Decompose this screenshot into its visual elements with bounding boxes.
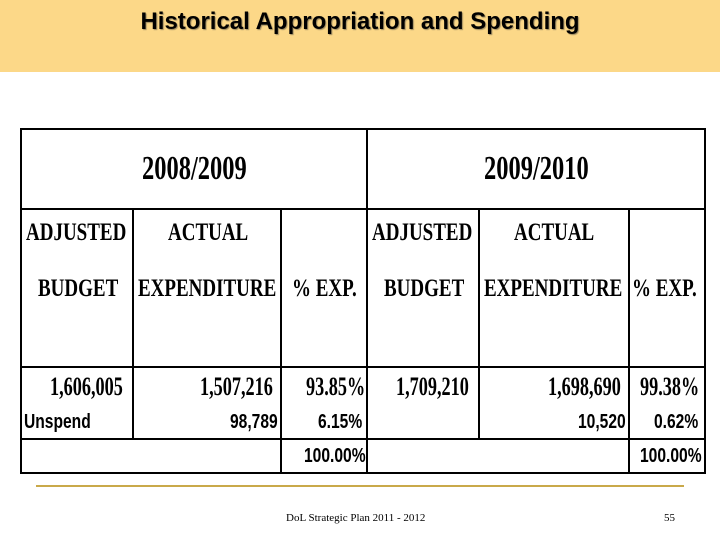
divider-year-split [366,130,368,472]
header-expenditure-2009: EXPENDITURE [484,275,623,302]
header-actual-2009: ACTUAL [514,219,595,246]
divider-under-headers [22,366,704,368]
unspend-amount-2008: 98,789 [230,411,278,433]
year-2008-2009-heading: 2008/2009 [142,150,247,187]
header-expenditure-2008: EXPENDITURE [138,275,277,302]
year-2009-2010-heading: 2009/2010 [484,150,589,187]
divider-2008-col1 [132,208,134,440]
total-pct-2008: 100.00% [304,445,366,467]
header-budget-2008: BUDGET [38,275,119,302]
pct-exp-2009: 99.38% [640,372,700,401]
header-actual-2008: ACTUAL [168,219,249,246]
page-number: 55 [664,512,675,524]
header-adjusted-2008: ADJUSTED [26,219,127,246]
actual-expenditure-2009: 1,698,690 [548,372,621,401]
header-adjusted-2009: ADJUSTED [372,219,473,246]
pct-exp-2008: 93.85% [306,372,366,401]
appropriation-table: 2008/2009 2009/2010 ADJUSTED BUDGET ACTU… [20,128,706,474]
divider-2009-col1 [478,208,480,440]
header-pct-exp-2008: % EXP. [292,275,357,302]
divider-2008-col2 [280,208,282,472]
header-budget-2009: BUDGET [384,275,465,302]
unspend-label: Unspend [24,411,91,433]
adjusted-budget-2009: 1,709,210 [396,372,469,401]
unspend-pct-2008: 6.15% [318,411,363,433]
header-band [0,0,720,72]
unspend-amount-2009: 10,520 [578,411,626,433]
footer-text: DoL Strategic Plan 2011 - 2012 [286,512,426,524]
slide-title: Historical Appropriation and Spending [140,8,580,35]
adjusted-budget-2008: 1,606,005 [50,372,123,401]
divider-2009-col2 [628,208,630,472]
divider-under-years [22,208,704,210]
header-pct-exp-2009: % EXP. [632,275,697,302]
actual-expenditure-2008: 1,507,216 [200,372,273,401]
footer-rule [36,485,684,487]
divider-above-total [22,438,704,440]
total-pct-2009: 100.00% [640,445,702,467]
unspend-pct-2009: 0.62% [654,411,699,433]
